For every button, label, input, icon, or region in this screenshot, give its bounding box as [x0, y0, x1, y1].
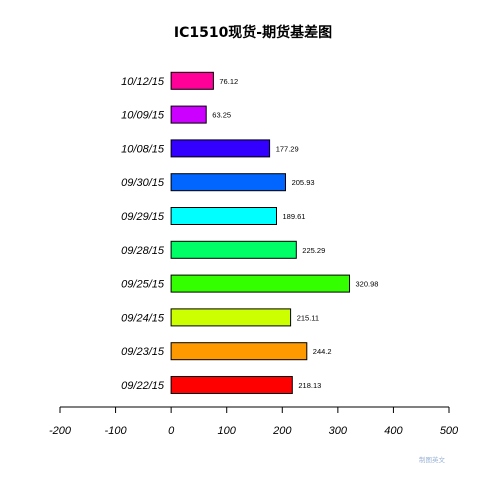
- value-label: 177.29: [276, 144, 299, 153]
- bar-09/28/15: [170, 240, 297, 259]
- category-label: 09/30/15: [121, 177, 165, 189]
- bars-layer: 09/22/15 218.13 09/23/15 244.2 09/24/15 215.1…: [121, 71, 379, 394]
- x-tick-label: 400: [384, 425, 403, 437]
- x-axis: -200 -100 0 100 200 300 400 500: [49, 406, 459, 437]
- value-label: 189.61: [283, 212, 306, 221]
- value-label: 225.29: [302, 246, 325, 255]
- watermark-text: 制图英文: [419, 455, 446, 464]
- x-tick-label: 300: [329, 425, 348, 437]
- x-tick-label: 200: [272, 425, 292, 437]
- bar-09/25/15: [170, 274, 350, 293]
- value-label: 76.12: [219, 77, 238, 86]
- x-tick-label: 0: [168, 425, 175, 437]
- value-label: 244.2: [313, 347, 332, 356]
- bar-10/09/15: [170, 105, 207, 124]
- category-label: 10/12/15: [121, 76, 165, 88]
- category-label: 09/29/15: [121, 211, 165, 223]
- bar-10/12/15: [170, 71, 214, 90]
- category-label: 10/08/15: [121, 143, 165, 155]
- category-label: 09/25/15: [121, 279, 165, 291]
- category-label: 09/23/15: [121, 346, 165, 358]
- x-tick-label: 500: [440, 425, 459, 437]
- value-label: 215.11: [297, 313, 319, 322]
- bar-09/30/15: [170, 173, 287, 192]
- bar-09/24/15: [170, 308, 292, 327]
- category-label: 09/28/15: [121, 245, 165, 257]
- x-tick-label: -100: [105, 425, 128, 437]
- x-tick-label: -200: [49, 425, 72, 437]
- bar-09/23/15: [170, 342, 308, 361]
- x-tick-label: 100: [218, 425, 237, 437]
- value-label: 320.98: [356, 280, 379, 289]
- bar-09/29/15: [170, 207, 278, 225]
- bar-09/22/15: [170, 376, 293, 394]
- category-label: 10/09/15: [121, 110, 165, 122]
- chart-title: IC1510现货-期货基差图: [174, 24, 332, 41]
- value-label: 63.25: [212, 111, 231, 120]
- category-label: 09/24/15: [121, 312, 165, 324]
- category-label: 09/22/15: [121, 380, 165, 392]
- value-label: 218.13: [298, 381, 321, 390]
- bar-10/08/15: [170, 139, 271, 158]
- value-label: 205.93: [292, 178, 315, 187]
